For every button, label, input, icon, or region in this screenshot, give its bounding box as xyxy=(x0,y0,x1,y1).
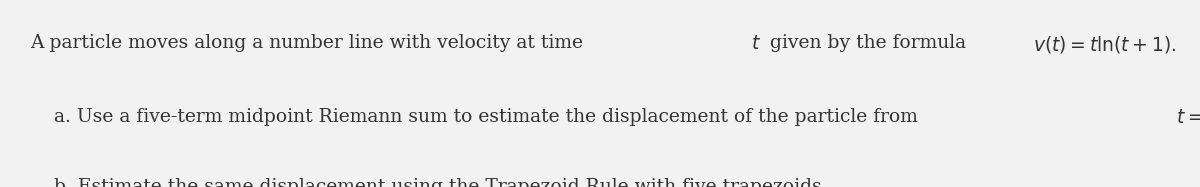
Text: $t$: $t$ xyxy=(751,34,761,53)
Text: $t = 0$: $t = 0$ xyxy=(1176,108,1200,128)
Text: b. Estimate the same displacement using the Trapezoid Rule with five trapezoids.: b. Estimate the same displacement using … xyxy=(54,178,828,187)
Text: $v(t) = t\ln(t + 1).$: $v(t) = t\ln(t + 1).$ xyxy=(1033,34,1176,55)
Text: given by the formula: given by the formula xyxy=(764,34,972,52)
Text: A particle moves along a number line with velocity at time: A particle moves along a number line wit… xyxy=(30,34,589,52)
Text: a. Use a five-term midpoint Riemann sum to estimate the displacement of the part: a. Use a five-term midpoint Riemann sum … xyxy=(54,108,924,126)
